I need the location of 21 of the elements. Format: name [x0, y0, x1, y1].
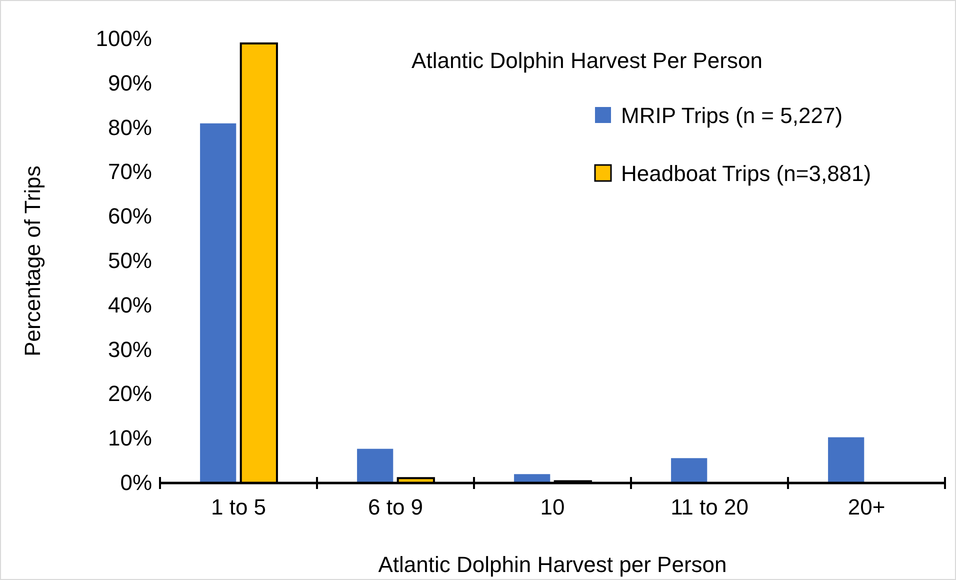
y-tick-label: 0% — [120, 470, 152, 496]
x-tick-label: 20+ — [848, 494, 886, 520]
y-axis-title: Percentage of Trips — [20, 166, 45, 356]
y-tick-label: 60% — [108, 204, 152, 229]
x-tick-label: 1 to 5 — [210, 494, 266, 520]
y-tick-label: 90% — [108, 70, 152, 96]
legend-label: MRIP Trips (n = 5,227) — [621, 103, 843, 128]
x-tick-label: 10 — [540, 494, 565, 520]
y-tick-label: 50% — [108, 248, 152, 274]
x-axis-title: Atlantic Dolphin Harvest per Person — [378, 552, 727, 577]
x-tick-label: 11 to 20 — [670, 494, 748, 520]
x-tick-label: 6 to 9 — [368, 494, 424, 520]
legend-label: Headboat Trips (n=3,881) — [621, 161, 872, 186]
y-tick-label: 10% — [108, 426, 152, 451]
chart-title: Atlantic Dolphin Harvest Per Person — [412, 48, 762, 73]
y-tick-label: 30% — [108, 336, 152, 362]
y-tick-label: 40% — [108, 292, 152, 318]
y-tick-label: 20% — [108, 381, 152, 406]
y-tick-label: 80% — [108, 114, 152, 140]
y-tick-label: 100% — [96, 26, 152, 52]
y-tick-label: 70% — [108, 159, 152, 184]
